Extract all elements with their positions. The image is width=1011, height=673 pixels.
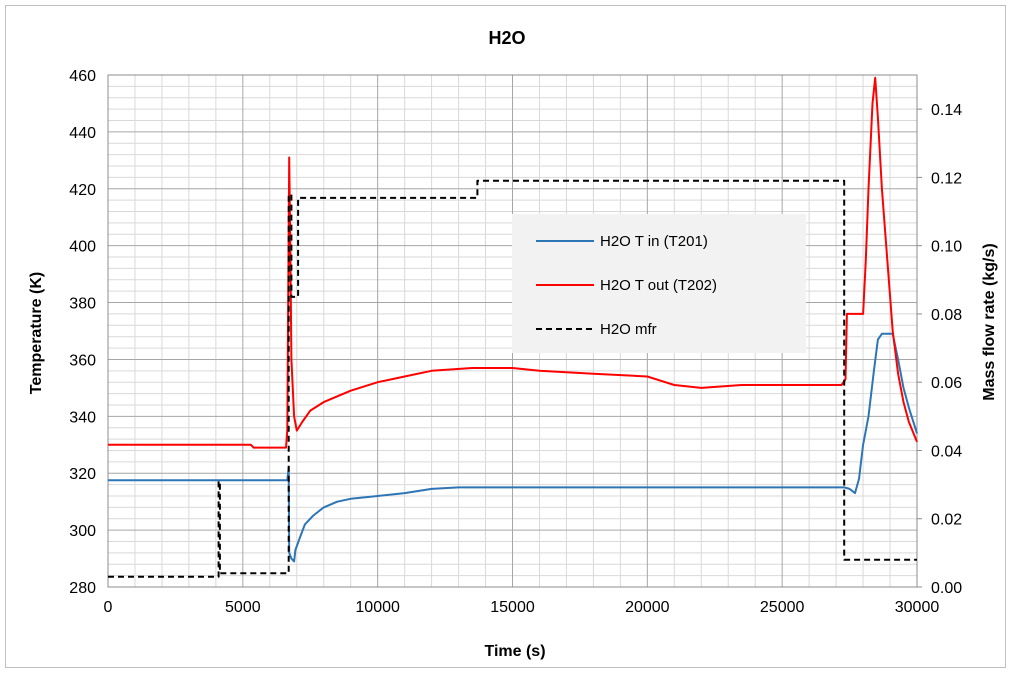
chart-frame: H2O 0 5000 10000 15000 20000 25000 30000 280 30… (5, 5, 1006, 668)
x-tick-label: 20000 (625, 599, 670, 616)
y2-tick-label: 0.02 (931, 512, 962, 529)
x-tick-label: 5000 (225, 599, 261, 616)
series-line-2 (108, 179, 917, 578)
legend-label-t-out: H2O T out (T202) (600, 277, 717, 294)
series-layer (108, 76, 918, 578)
y-axis-title: Temperature (K) (28, 272, 45, 394)
x-tick-label: 15000 (490, 599, 535, 616)
y-tick-label: 420 (69, 182, 96, 199)
y-tick-label: 460 (69, 68, 96, 85)
y-tick-label: 300 (69, 523, 96, 540)
legend-label-mfr: H2O mfr (600, 321, 657, 338)
y2-tick-label: 0.10 (931, 239, 962, 256)
x-tick-label: 10000 (355, 599, 400, 616)
y-tick-label: 340 (69, 409, 96, 426)
x-axis-ticks: 0 5000 10000 15000 20000 25000 30000 (104, 599, 940, 616)
y-tick-label: 400 (69, 239, 96, 256)
y2-tick-label: 0.04 (931, 443, 962, 460)
y-tick-label: 280 (69, 580, 96, 597)
y2-tick-label: 0.12 (931, 170, 962, 187)
y-tick-label: 320 (69, 466, 96, 483)
series-line-1 (108, 76, 918, 449)
grid-major (108, 75, 917, 587)
y-axis-ticks: 280 300 320 340 360 380 400 420 440 460 (69, 68, 96, 597)
y2-tick-label: 0.00 (931, 580, 962, 597)
x-axis-title: Time (s) (484, 643, 545, 660)
y-tick-label: 440 (69, 125, 96, 142)
y-tick-label: 380 (69, 296, 96, 313)
y2-tick-label: 0.06 (931, 375, 962, 392)
y2-tick-label: 0.08 (931, 307, 962, 324)
x-tick-label: 30000 (895, 599, 940, 616)
plot-area (107, 74, 918, 588)
legend: H2O T in (T201) H2O T out (T202) H2O mfr (512, 214, 806, 353)
series-line-0 (108, 332, 918, 563)
chart-svg: H2O 0 5000 10000 15000 20000 25000 30000 280 30… (28, 28, 998, 660)
chart-title: H2O (488, 28, 525, 48)
x-tick-label: 25000 (760, 599, 805, 616)
y-tick-label: 360 (69, 352, 96, 369)
x-tick-label: 0 (104, 599, 113, 616)
y2-axis-ticks: 0.00 0.02 0.04 0.06 0.08 0.10 0.12 0.14 (917, 102, 962, 597)
y2-tick-label: 0.14 (931, 102, 962, 119)
y2-axis-title: Mass flow rate (kg/s) (981, 243, 998, 400)
legend-label-t-in: H2O T in (T201) (600, 233, 708, 250)
